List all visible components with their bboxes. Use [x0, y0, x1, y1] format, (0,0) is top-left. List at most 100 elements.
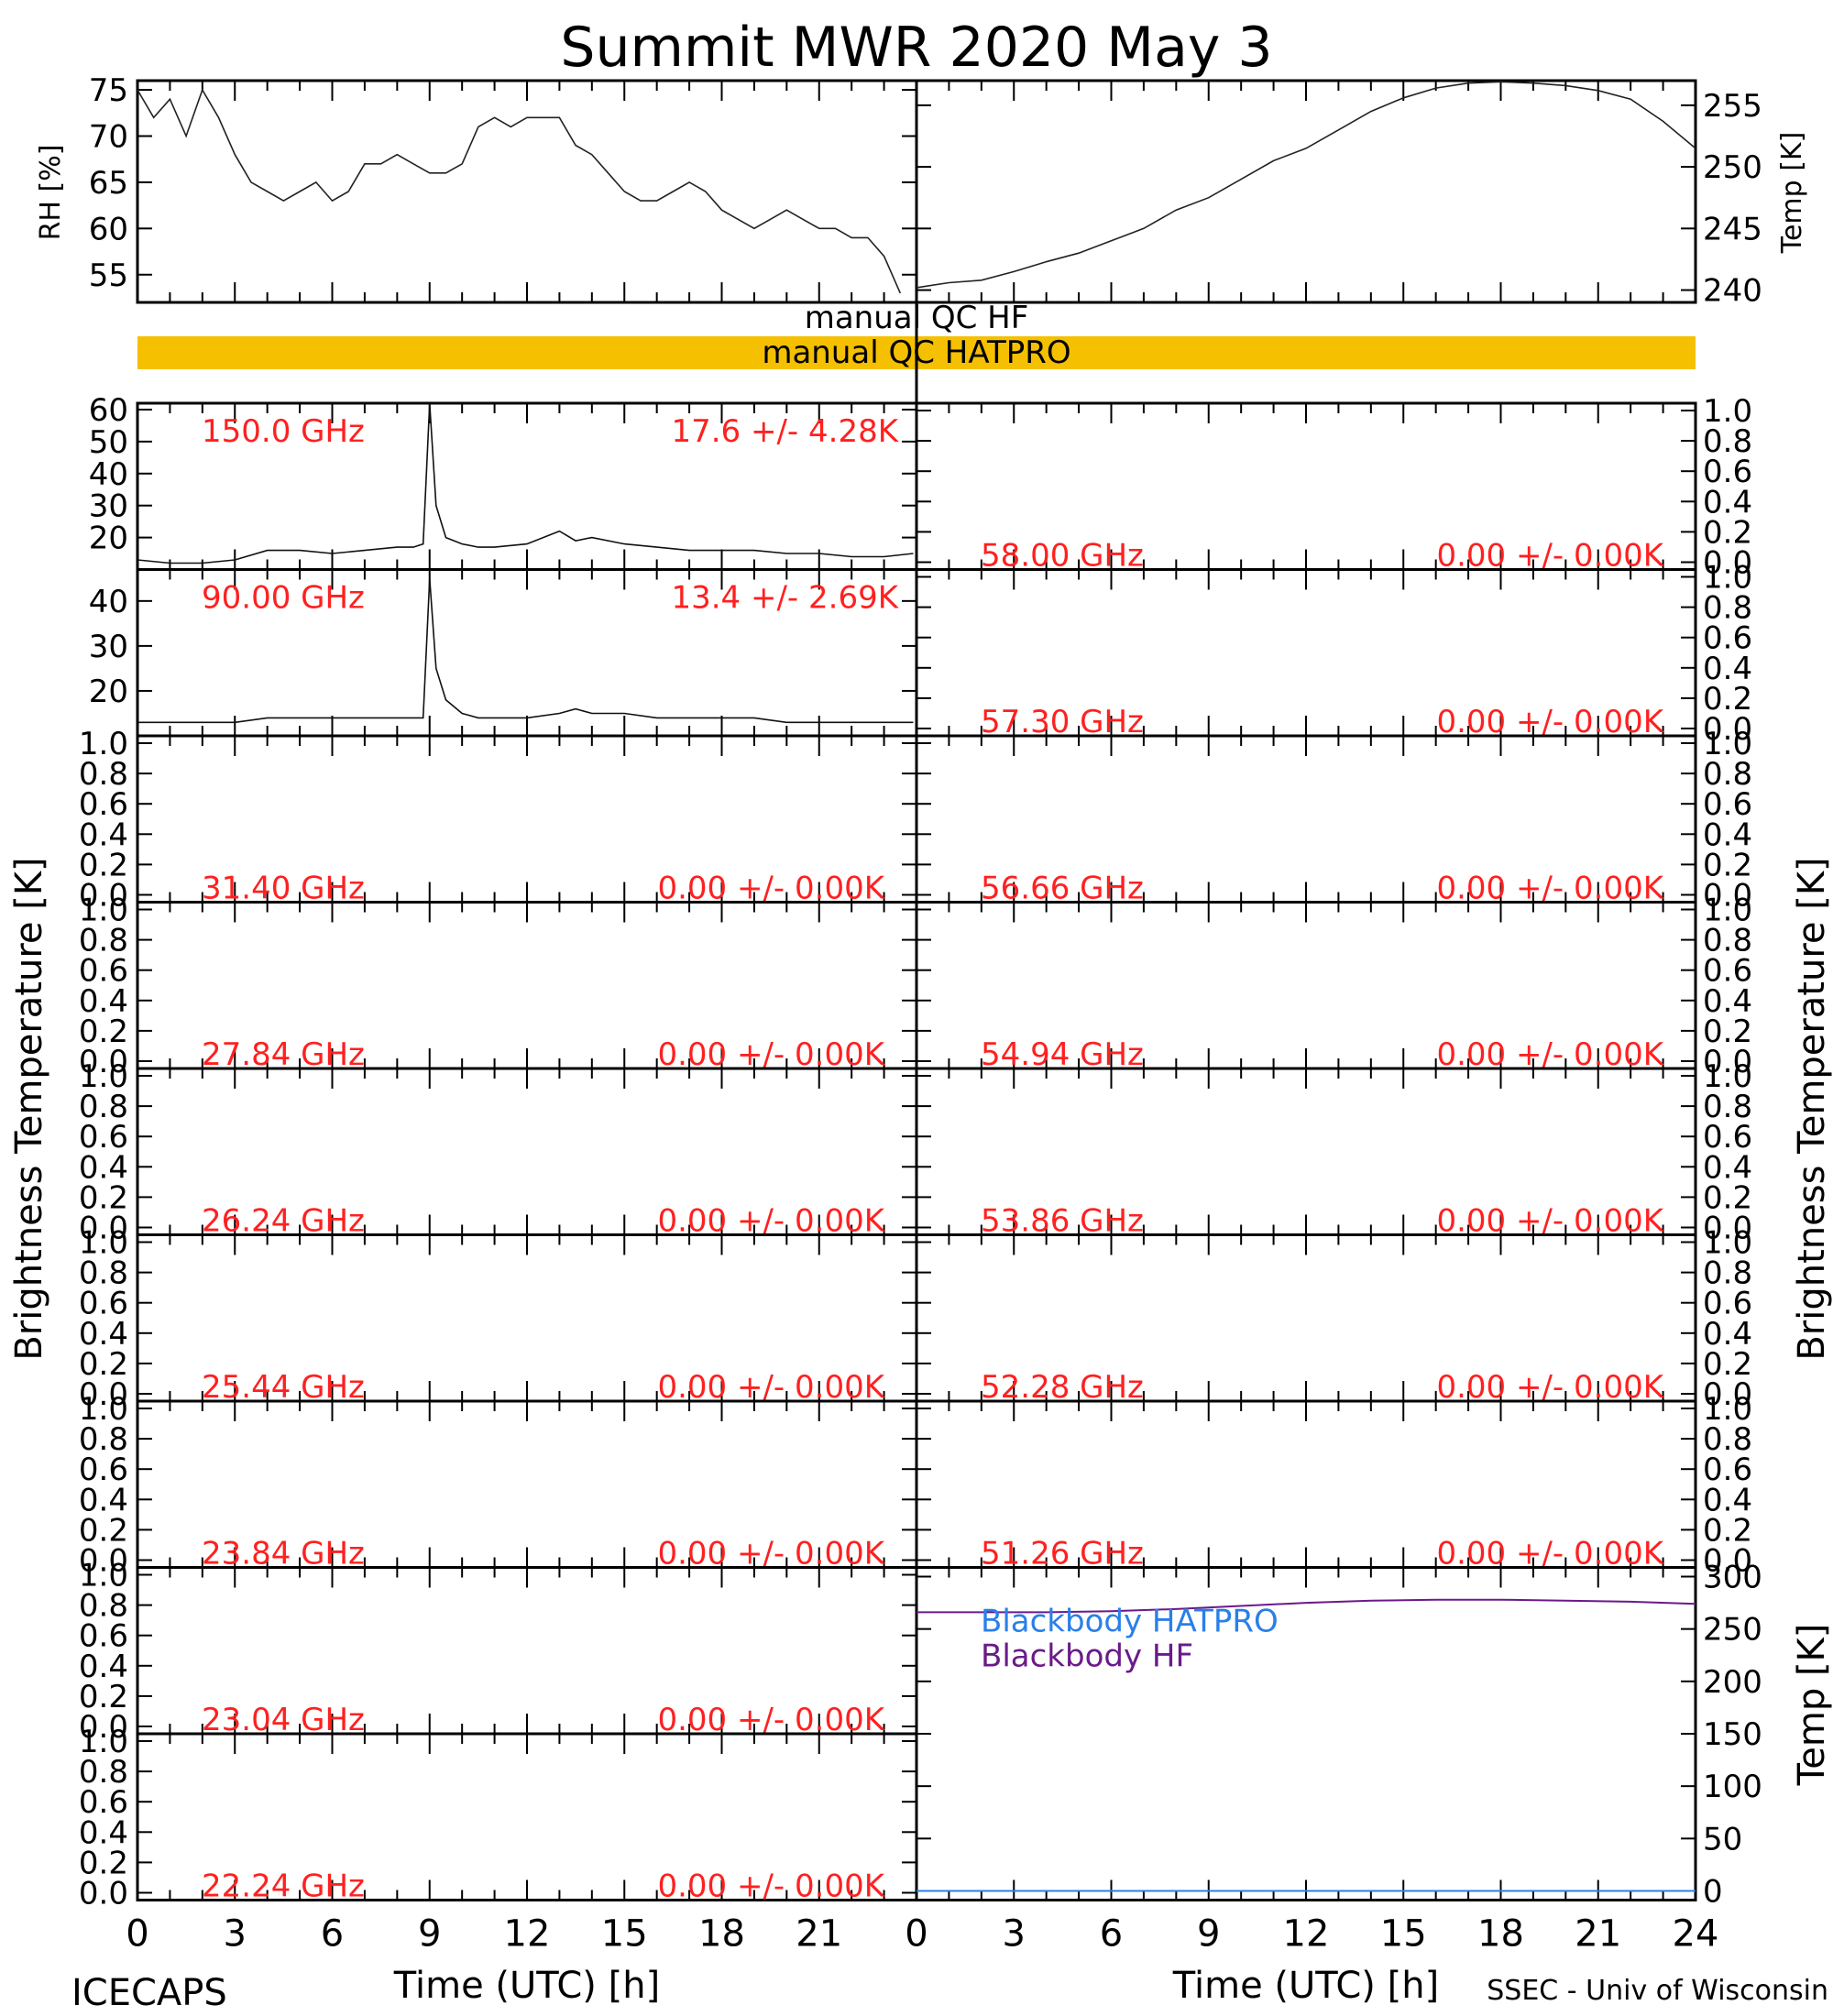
y-tick-label: 245 [1703, 211, 1762, 247]
y-tick-label: 50 [1703, 1821, 1742, 1857]
y-tick-label: 0.2 [1703, 1346, 1752, 1383]
y-tick-label: 1.0 [1703, 726, 1752, 762]
channel-freq-label: 51.26 GHz [981, 1536, 1144, 1572]
channel-freq-label: 25.44 GHz [202, 1369, 365, 1406]
y-tick-label: 0.4 [1703, 1316, 1752, 1353]
channel-series-line [137, 578, 914, 724]
y-tick-label: 0.0 [1703, 1543, 1752, 1580]
x-tick-label: 24 [1673, 1913, 1719, 1956]
y-tick-label: 20 [89, 520, 128, 557]
x-tick-label: 15 [1380, 1913, 1427, 1956]
channel-stats-label: 17.6 +/- 4.28K [671, 413, 899, 450]
x-tick-label: 6 [321, 1913, 344, 1956]
x-axis-label-right: Time (UTC) [h] [1172, 1965, 1439, 2007]
y-tick-label: 40 [89, 584, 128, 620]
y-tick-label: 0.6 [1703, 1452, 1752, 1488]
y-tick-label: 1.0 [79, 1391, 128, 1428]
y-tick-label: 0.2 [79, 847, 128, 883]
channel-series-line [137, 402, 914, 564]
temp-series-line [916, 81, 1696, 289]
temp-top-axis-label: Temp [K] [1776, 132, 1808, 255]
y-tick-label: 0.2 [79, 1679, 128, 1715]
y-tick-label: 250 [1703, 149, 1762, 186]
y-tick-label: 1.0 [1703, 1058, 1752, 1095]
y-tick-label: 0.6 [79, 1784, 128, 1821]
x-tick-label: 3 [224, 1913, 247, 1956]
y-tick-label: 0.2 [1703, 681, 1752, 718]
y-tick-label: 40 [89, 456, 128, 493]
y-tick-label: 0.4 [1703, 651, 1752, 687]
y-tick-label: 0.6 [1703, 454, 1752, 490]
y-tick-label: 0.2 [79, 1013, 128, 1050]
y-tick-label: 0.0 [79, 1211, 128, 1247]
y-tick-label: 150 [1703, 1716, 1762, 1753]
x-axis-label-left: Time (UTC) [h] [393, 1965, 660, 2007]
y-tick-label: 240 [1703, 273, 1762, 310]
rh-series-line [137, 88, 902, 294]
y-tick-label: 100 [1703, 1769, 1762, 1805]
y-tick-label: 0.6 [1703, 1286, 1752, 1322]
y-tick-label: 0.6 [1703, 620, 1752, 657]
tb-right-axis-label: Brightness Temperature [K] [1791, 857, 1833, 1360]
y-tick-label: 20 [89, 674, 128, 710]
y-tick-label: 1.0 [1703, 393, 1752, 430]
channel-freq-label: 22.24 GHz [202, 1868, 365, 1905]
y-tick-label: 30 [89, 629, 128, 665]
y-tick-label: 0.0 [1703, 878, 1752, 915]
y-tick-label: 0.2 [1703, 847, 1752, 883]
y-tick-label: 0.0 [79, 1044, 128, 1080]
channel-freq-label: 56.66 GHz [981, 871, 1144, 907]
y-tick-label: 70 [89, 119, 128, 156]
y-tick-label: 0.4 [79, 1149, 128, 1186]
channel-stats-label: 0.00 +/- 0.00K [657, 1702, 885, 1738]
channel-freq-label: 27.84 GHz [202, 1036, 365, 1073]
y-tick-label: 0.0 [1703, 545, 1752, 582]
x-tick-label: 12 [1283, 1913, 1330, 1956]
x-tick-label: 9 [1197, 1913, 1220, 1956]
channel-freq-label: 52.28 GHz [981, 1369, 1144, 1406]
y-tick-label: 1.0 [79, 1558, 128, 1594]
y-tick-label: 1.0 [1703, 893, 1752, 929]
y-tick-label: 0.8 [79, 923, 128, 959]
y-tick-label: 0 [1703, 1874, 1723, 1911]
blackbody-series-line [916, 1598, 1696, 1614]
y-tick-label: 1.0 [79, 1724, 128, 1760]
y-tick-label: 1.0 [79, 893, 128, 929]
x-tick-label: 21 [796, 1913, 842, 1956]
y-tick-label: 0.4 [1703, 484, 1752, 520]
y-tick-label: 300 [1703, 1560, 1762, 1596]
y-tick-label: 0.0 [79, 1543, 128, 1580]
y-tick-label: 0.2 [1703, 1179, 1752, 1216]
y-tick-label: 255 [1703, 88, 1762, 125]
y-tick-label: 0.4 [1703, 1149, 1752, 1186]
y-tick-label: 0.6 [79, 953, 128, 990]
y-tick-label: 0.0 [1703, 1376, 1752, 1413]
y-tick-label: 0.2 [1703, 1013, 1752, 1050]
y-tick-label: 0.8 [1703, 1421, 1752, 1458]
y-tick-label: 0.4 [79, 1316, 128, 1353]
channel-freq-label: 26.24 GHz [202, 1203, 365, 1240]
y-tick-label: 65 [89, 165, 128, 202]
y-tick-label: 0.2 [79, 1845, 128, 1881]
y-tick-label: 0.0 [79, 1709, 128, 1746]
channel-stats-label: 0.00 +/- 0.00K [1436, 1036, 1664, 1073]
y-tick-label: 0.8 [79, 1588, 128, 1625]
x-tick-label: 21 [1575, 1913, 1621, 1956]
y-tick-label: 1.0 [1703, 560, 1752, 597]
y-tick-label: 0.0 [1703, 1044, 1752, 1080]
y-tick-label: 0.4 [1703, 1482, 1752, 1518]
channel-freq-label: 53.86 GHz [981, 1203, 1144, 1240]
rh-axis-label: RH [%] [35, 145, 67, 241]
y-tick-label: 0.0 [1703, 1211, 1752, 1247]
y-tick-label: 0.6 [79, 1452, 128, 1488]
y-tick-label: 0.4 [79, 983, 128, 1020]
x-tick-label: 0 [126, 1913, 148, 1956]
x-tick-label: 0 [905, 1913, 927, 1956]
channel-stats-label: 0.00 +/- 0.00K [1436, 1536, 1664, 1572]
channel-freq-label: 31.40 GHz [202, 871, 365, 907]
footer-icecaps: ICECAPS [71, 1972, 227, 2014]
y-tick-label: 0.4 [1703, 816, 1752, 853]
channel-stats-label: 0.00 +/- 0.00K [1436, 704, 1664, 740]
channel-freq-label: 23.84 GHz [202, 1536, 365, 1572]
